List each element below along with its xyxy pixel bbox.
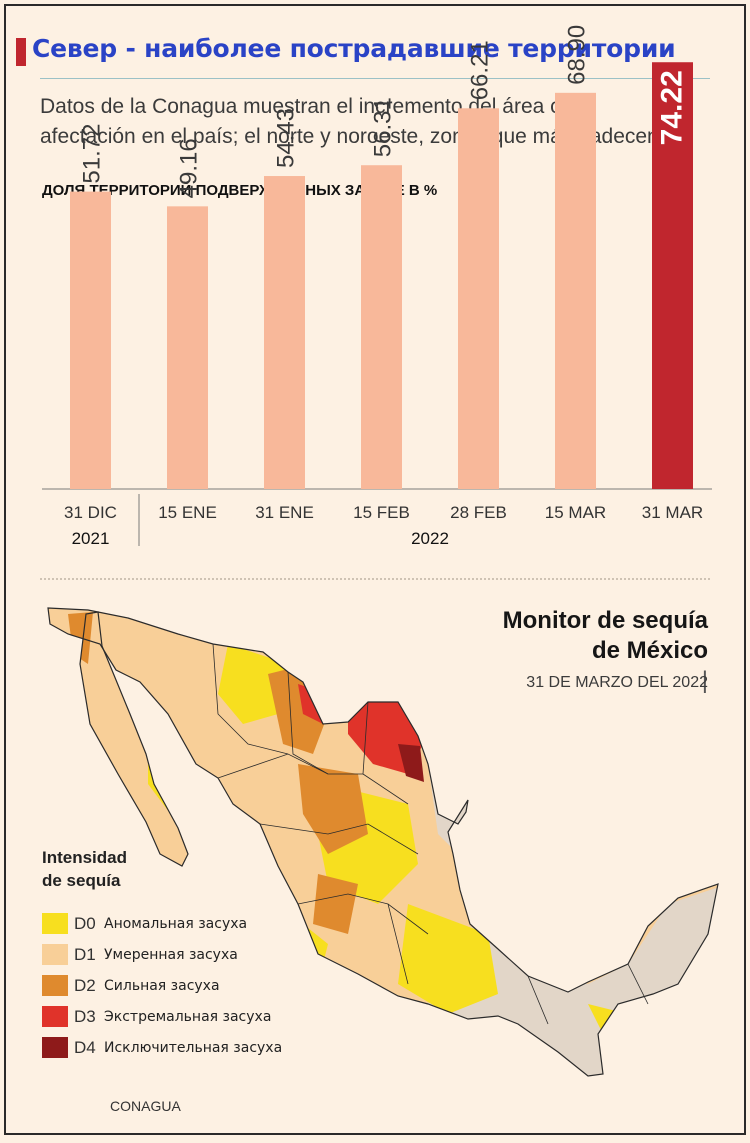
bar-3 [361,165,402,489]
category-label-5: 15 MAR [545,503,606,522]
mainland-outline [47,607,719,1077]
legend-swatch-d4 [42,1037,68,1058]
bar-1 [167,206,208,489]
title-accent-tab [16,38,26,66]
legend-item-d3: D3 Экстремальная засуха [42,1001,282,1032]
legend-code-d0: D0 [74,913,96,933]
border-chihuahua-coahuila [287,671,329,775]
category-label-3: 15 FEB [353,503,410,522]
legend-title-line-2: de sequía [42,871,121,890]
legend-label-d0: Аномальная засуха [104,915,248,932]
subtitle-line-2: afectación en el país; el norte y noroes… [40,125,665,148]
bar-5 [555,92,596,489]
bar-4 [458,108,499,489]
legend-swatch-d1 [42,944,68,965]
bar-value-label-4: 66.21 [467,40,494,100]
category-label-1: 15 ENE [158,503,217,522]
bar-value-label-2: 54.43 [273,108,300,168]
map-d4-monterrey [398,744,424,782]
bar-6 [652,62,693,490]
legend-code-d1: D1 [74,944,96,964]
legend-code-d2: D2 [74,975,96,995]
legend-label-d2: Сильная засуха [104,977,220,994]
map-title-line-1: Monitor de sequía [502,607,708,634]
map-outlines [47,607,719,1077]
map-title: Monitor de sequía de México | [503,606,708,696]
drought-legend: D0 Аномальная засуха D1 Умеренная засуха… [42,908,282,1063]
border-sinaloa-durango [217,753,363,779]
year-label-2021: 2021 [72,529,110,548]
map-title-separator: | [701,667,708,694]
border-central-north [259,823,419,855]
title-divider [40,78,710,79]
category-label-0: 31 DIC [64,503,117,522]
legend-swatch-d3 [42,1006,68,1027]
bar-value-label-5: 68.90 [564,25,591,85]
category-label-4: 28 FEB [450,503,507,522]
border-central-south [297,893,429,935]
baja-california-outline [79,611,189,867]
border-oaxaca-chiapas [527,975,549,1025]
legend-item-d0: D0 Аномальная засуха [42,908,282,939]
subtitle-line-1: Datos de la Conagua muestran el incremen… [40,95,584,118]
bar-0 [70,191,111,490]
legend-label-d4: Исключительная засуха [104,1039,283,1056]
map-d2-durango [298,764,368,854]
category-label-6: 31 MAR [642,503,703,522]
source-credit: CONAGUA [110,1098,181,1114]
legend-title: Intensidad de sequía [42,846,127,892]
border-guerrero-oaxaca [387,903,409,985]
legend-title-line-1: Intensidad [42,848,128,867]
legend-code-d4: D4 [74,1037,96,1057]
section-divider [40,578,710,580]
legend-item-d4: D4 Исключительная засуха [42,1032,282,1063]
bar-value-label-0: 51.72 [79,124,106,184]
bar-value-label-1: 49.16 [176,138,203,198]
year-label-2022: 2022 [411,529,449,548]
map-d2-jalisco [313,874,358,934]
border-yucatan [627,963,649,1005]
map-title-line-2: de México [591,637,708,664]
state-borders [212,643,649,1025]
category-label-2: 31 ENE [255,503,314,522]
legend-label-d3: Экстремальная засуха [104,1008,272,1025]
map-date: 31 DE MARZO DEL 2022 [526,674,708,691]
bar-2 [264,176,305,489]
map-d0-south [398,904,498,1014]
map-d0-chihuahua [218,644,288,724]
page-subtitle: Datos de la Conagua muestran el incremen… [40,92,730,152]
legend-swatch-d0 [42,913,68,934]
bar-value-label-3: 56.31 [370,97,397,157]
legend-label-d1: Умеренная засуха [104,946,238,963]
legend-swatch-d2 [42,975,68,996]
page-title: Север - наиболее пострадавшие территории [32,34,676,63]
drought-bar-chart: 51.72 31 DIC 49.16 15 ENE 54.43 31 ENE 56.31 15… [42,25,712,548]
legend-item-d2: D2 Сильная засуха [42,970,282,1001]
border-sonora-chihuahua [212,643,289,755]
legend-code-d3: D3 [74,1006,96,1026]
chart-title: ДОЛЯ ТЕРРИТОРИЙ ПОДВЕРЖННННЫХ ЗАСУХЕ В % [42,182,438,199]
bar-value-label-6: 74.22 [656,70,689,145]
infographic: Север - наиболее пострадавшие территории… [4,4,746,1135]
legend-item-d1: D1 Умеренная засуха [42,939,282,970]
drought-map [47,607,719,1077]
